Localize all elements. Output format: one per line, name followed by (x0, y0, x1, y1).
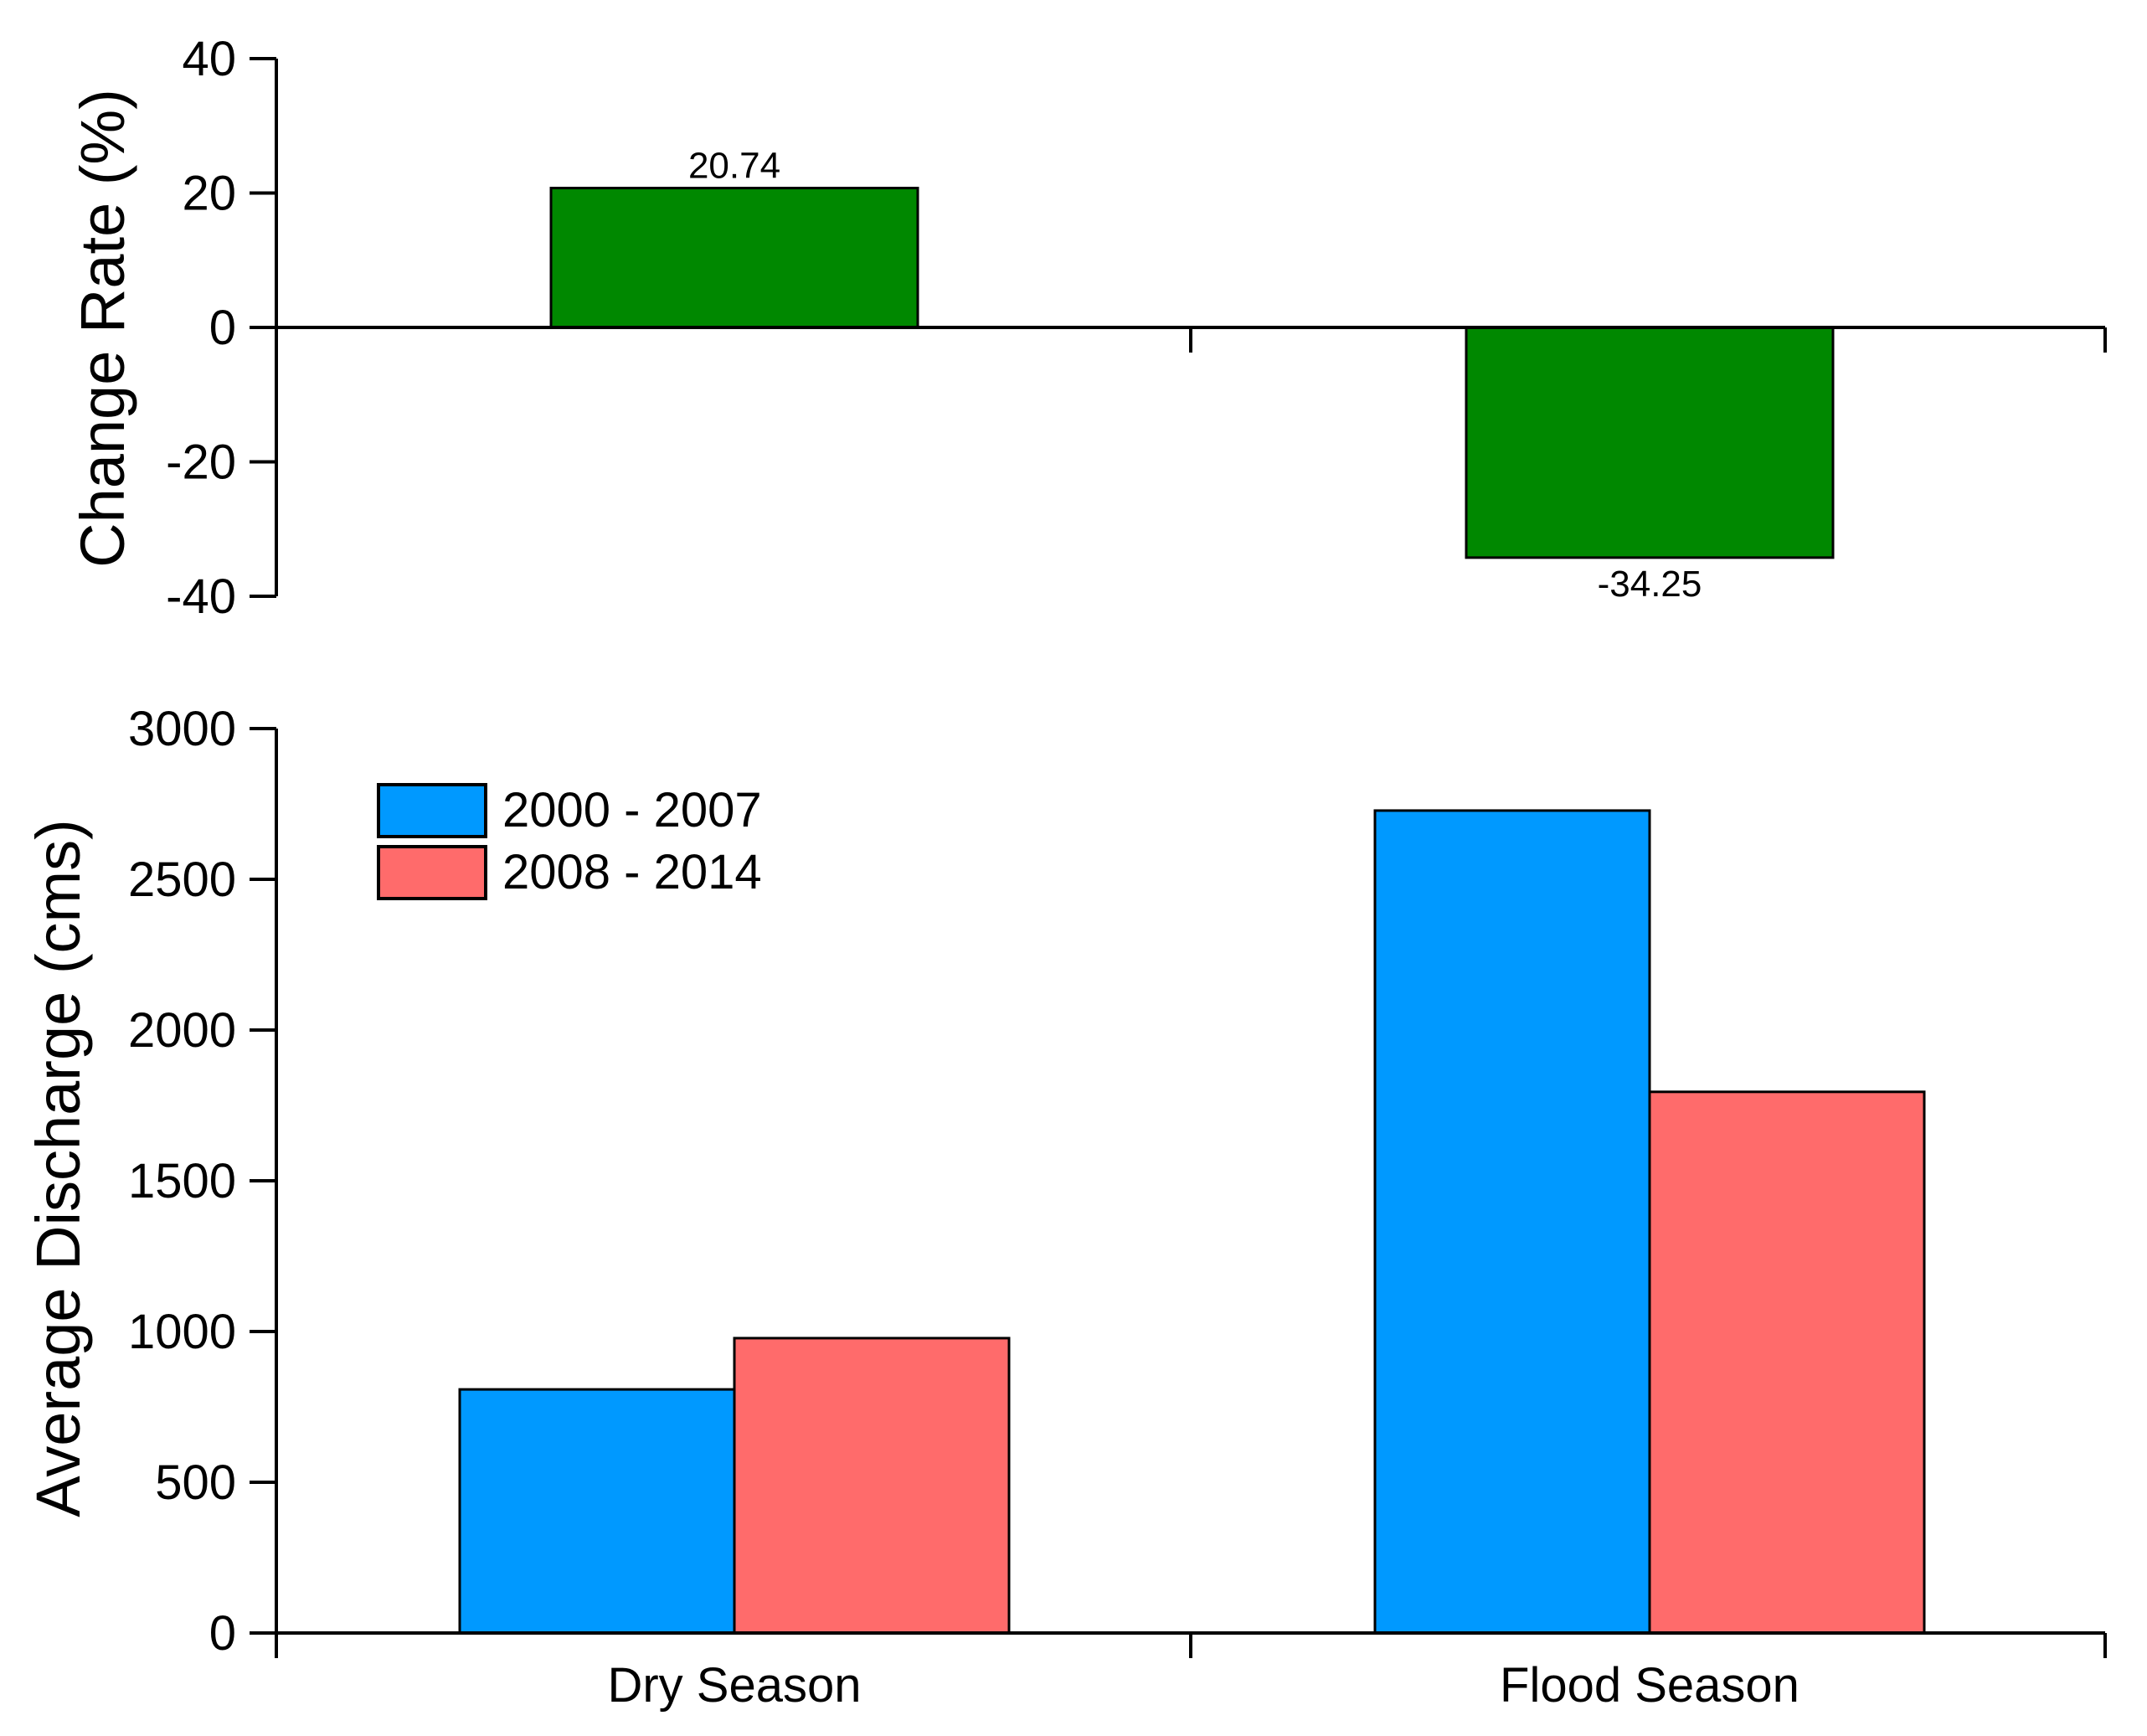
legend: 2000 - 2007 2008 - 2014 (377, 783, 762, 900)
discharge-bar-series-2-cat-2 (1648, 1090, 1926, 1635)
discharge-bar-series-1-cat-1 (458, 1388, 736, 1635)
top-y-tick-label: -40 (166, 569, 236, 624)
bottom-y-tick-label: 1000 (128, 1305, 236, 1359)
bottom-y-tick-label: 500 (155, 1455, 236, 1510)
legend-swatch (377, 845, 487, 900)
bottom-y-tick-label: 3000 (128, 702, 236, 756)
change-rate-value-label: 20.74 (688, 146, 780, 187)
change-rate-panel: Change Rate (%) 20.74 -34.25 40 20 0 -20 -40 (68, 32, 2107, 624)
bottom-y-tick-label: 1500 (128, 1154, 236, 1208)
bottom-y-axis-title: Average Discharge (cms) (23, 819, 93, 1517)
top-y-tick-label: -20 (166, 435, 236, 490)
top-y-tick-label: 40 (182, 32, 236, 86)
change-rate-bar-2 (1465, 326, 1835, 559)
discharge-bar-series-1-cat-2 (1373, 809, 1651, 1635)
x-category-label: Flood Season (1500, 1658, 1799, 1713)
top-y-tick-label: 20 (182, 167, 236, 221)
legend-label: 2000 - 2007 (502, 783, 762, 837)
top-y-tick-label: 0 (209, 301, 236, 355)
legend-label: 2008 - 2014 (502, 845, 762, 899)
bottom-y-tick-label: 0 (209, 1606, 236, 1661)
discharge-bar-series-2-cat-1 (733, 1337, 1011, 1635)
x-category-label: Dry Season (607, 1658, 861, 1713)
bottom-y-tick-label: 2500 (128, 853, 236, 907)
change-rate-bar-1 (549, 187, 919, 329)
change-rate-value-label: -34.25 (1598, 564, 1702, 605)
bottom-y-tick-label: 2000 (128, 1003, 236, 1058)
top-y-axis-title: Change Rate (%) (68, 89, 137, 568)
legend-swatch (377, 783, 487, 838)
discharge-panel: Average Discharge (cms) 3000 2500 2000 1500… (23, 702, 2107, 1713)
